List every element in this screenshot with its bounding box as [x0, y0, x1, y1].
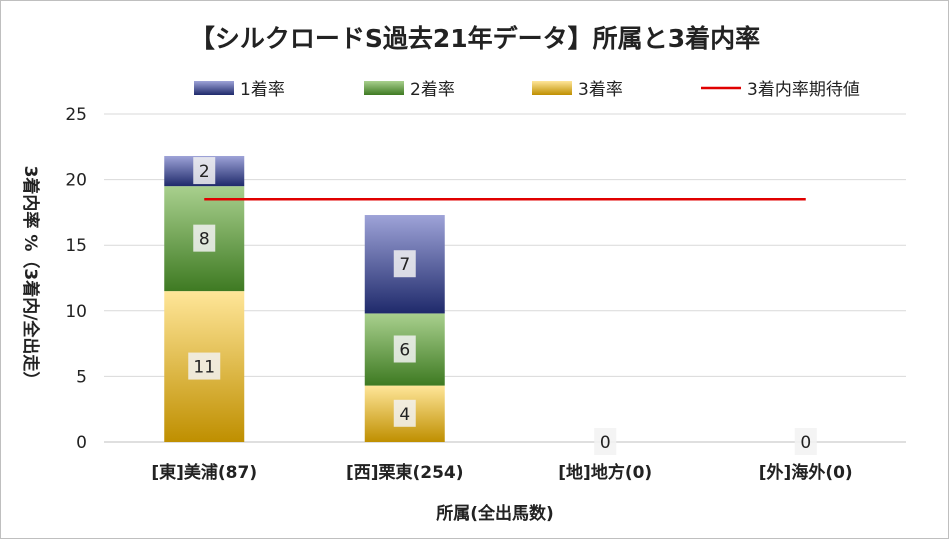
x-category-label: [西]栗東(254): [346, 462, 464, 483]
data-label: 8: [199, 230, 210, 250]
data-label: 4: [399, 405, 410, 425]
legend-label: 2着率: [410, 80, 455, 100]
data-label: 0: [800, 433, 811, 453]
legend-swatch: [532, 81, 572, 95]
data-label: 7: [399, 255, 410, 275]
y-tick-label: 5: [76, 367, 87, 387]
data-label-box: [794, 428, 817, 455]
data-label-box: [393, 399, 416, 427]
x-category-label: [外]海外(0): [759, 462, 853, 483]
y-axis-title: 3着内率 %（3着内/全出走）: [20, 166, 41, 389]
legend-label: 1着率: [240, 80, 285, 100]
data-label: 2: [199, 162, 210, 182]
x-axis-categories: [東]美浦(87) [西]栗東(254) [地]地方(0) [外]海外(0): [151, 462, 852, 483]
y-tick-label: 15: [65, 236, 87, 256]
data-label: 6: [399, 341, 410, 361]
legend: 1着率 2着率 3着率 3着内率期待値: [194, 80, 860, 100]
data-label-box: [393, 250, 416, 278]
legend-label: 3着率: [578, 80, 623, 100]
data-label-box: [193, 157, 216, 185]
legend-swatch: [194, 81, 234, 95]
data-labels: 11 8 2 4 6 7 0 0: [188, 157, 817, 455]
data-label-box: [594, 428, 617, 455]
y-tick-label: 10: [65, 302, 87, 322]
x-category-label: [東]美浦(87): [151, 462, 257, 483]
legend-swatch: [364, 81, 404, 95]
y-axis-ticks: 0 5 10 15 20 25: [65, 105, 87, 453]
data-label: 11: [193, 358, 215, 378]
y-tick-label: 0: [76, 433, 87, 453]
x-axis-title: 所属(全出馬数): [436, 503, 554, 524]
legend-label: 3着内率期待値: [747, 80, 860, 100]
chart-title: 【シルクロードS過去21年データ】所属と3着内率: [190, 24, 760, 53]
y-tick-label: 20: [65, 171, 87, 191]
data-label-box: [188, 352, 221, 380]
y-tick-label: 25: [65, 105, 87, 125]
data-label-box: [393, 335, 416, 363]
x-category-label: [地]地方(0): [558, 462, 652, 483]
data-label: 0: [600, 433, 611, 453]
data-label-box: [193, 224, 216, 252]
